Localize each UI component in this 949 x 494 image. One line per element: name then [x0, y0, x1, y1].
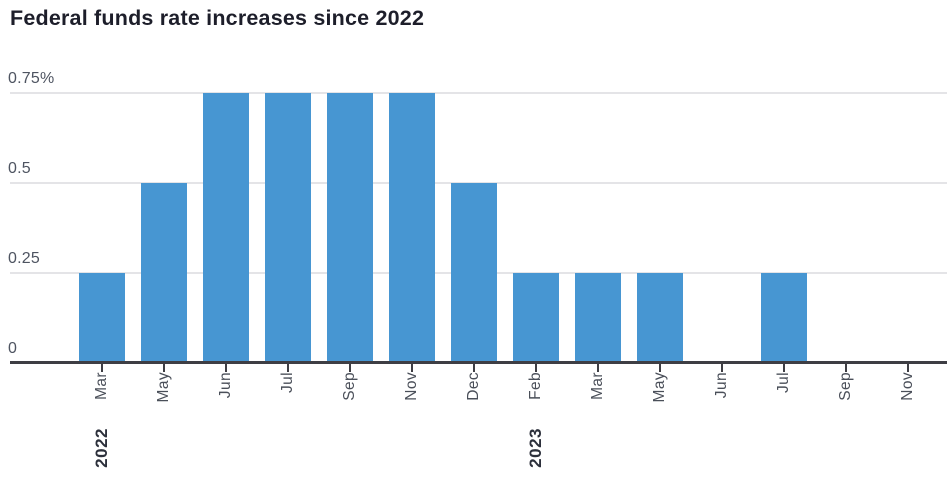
- bar-jul-2023: [761, 273, 807, 363]
- x-axis-tick: [287, 363, 289, 372]
- bar-may-2023: [637, 273, 683, 363]
- x-tick-label: Sep: [837, 372, 854, 401]
- x-tick-label: Dec: [465, 372, 482, 401]
- x-axis-tick: [659, 363, 661, 372]
- bar-jun-2022: [203, 93, 249, 363]
- x-axis-tick: [783, 363, 785, 372]
- x-axis-tick: [349, 363, 351, 372]
- y-axis-label: 0: [8, 340, 18, 357]
- gridline-0.75: [10, 92, 947, 94]
- x-tick-label: May: [155, 372, 172, 403]
- x-tick-label: Jun: [713, 372, 730, 399]
- x-tick-label: Mar: [589, 372, 606, 400]
- x-tick-label: Nov: [403, 372, 420, 401]
- x-axis-tick: [597, 363, 599, 372]
- x-axis-tick: [845, 363, 847, 372]
- bar-may-2022: [141, 183, 187, 363]
- x-tick-label: May: [651, 372, 668, 403]
- x-tick-label: Nov: [899, 372, 916, 401]
- chart-title: Federal funds rate increases since 2022: [10, 6, 425, 30]
- bar-sep-2022: [327, 93, 373, 363]
- y-axis-label: 0.25: [8, 250, 40, 267]
- bar-jul-2022: [265, 93, 311, 363]
- x-tick-label: Mar: [93, 372, 110, 400]
- y-axis-label: 0.5: [8, 160, 31, 177]
- x-axis-tick: [101, 363, 103, 372]
- x-axis-tick: [225, 363, 227, 372]
- x-axis-tick: [473, 363, 475, 372]
- x-axis-tick: [907, 363, 909, 372]
- year-label: 2023: [526, 428, 545, 468]
- x-tick-label: Jul: [775, 372, 792, 394]
- bar-nov-2022: [389, 93, 435, 363]
- x-axis-tick: [721, 363, 723, 372]
- x-axis-tick: [163, 363, 165, 372]
- bar-mar-2022: [79, 273, 125, 363]
- year-label: 2022: [92, 428, 111, 468]
- x-tick-label: Jul: [279, 372, 296, 394]
- x-tick-label: Feb: [527, 372, 544, 400]
- y-axis-label: 0.75%: [8, 70, 55, 87]
- x-tick-label: Jun: [217, 372, 234, 399]
- x-axis-line: [10, 361, 947, 364]
- x-axis-tick: [411, 363, 413, 372]
- bar-feb-2023: [513, 273, 559, 363]
- x-axis-tick: [535, 363, 537, 372]
- bar-dec-2022: [451, 183, 497, 363]
- bar-mar-2023: [575, 273, 621, 363]
- x-tick-label: Sep: [341, 372, 358, 401]
